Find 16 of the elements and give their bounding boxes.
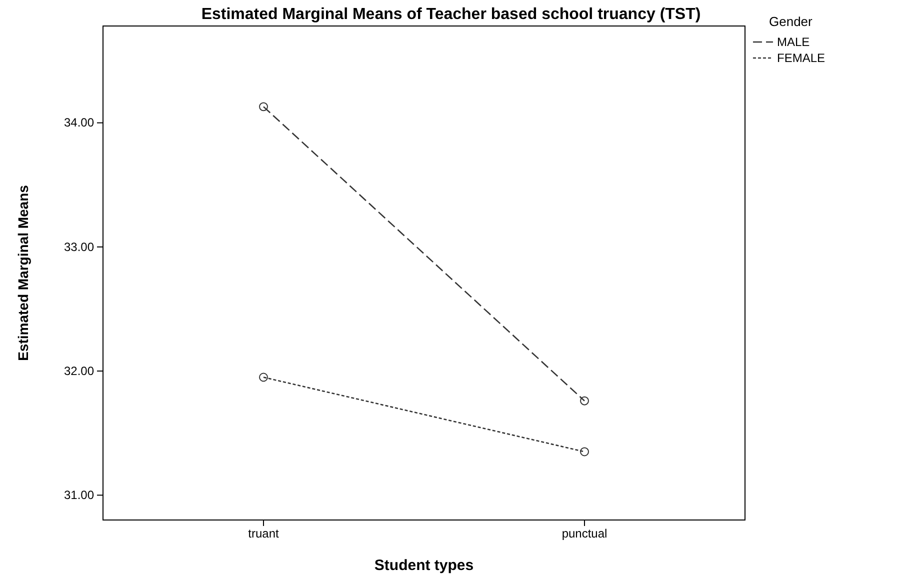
y-tick-label: 34.00 (64, 116, 94, 130)
y-axis-title: Estimated Marginal Means (15, 184, 31, 361)
point (580, 396, 589, 406)
point (259, 372, 268, 382)
x-tick-label: truant (248, 526, 280, 541)
point (259, 102, 268, 112)
legend-title: Gender (769, 14, 814, 29)
y-tick-label: 31.00 (64, 488, 94, 502)
y-tick-label: 33.00 (64, 240, 94, 254)
x-tick-label: punctual (562, 526, 608, 541)
chart-title: Estimated Marginal Means of Teacher based school truancy (TST) (201, 6, 701, 23)
y-tick-label: 32.00 (64, 364, 94, 378)
x-axis-title: Student types (374, 557, 474, 574)
legend-label: MALE (777, 35, 810, 49)
legend-label: FEMALE (777, 51, 826, 65)
point (580, 447, 589, 456)
